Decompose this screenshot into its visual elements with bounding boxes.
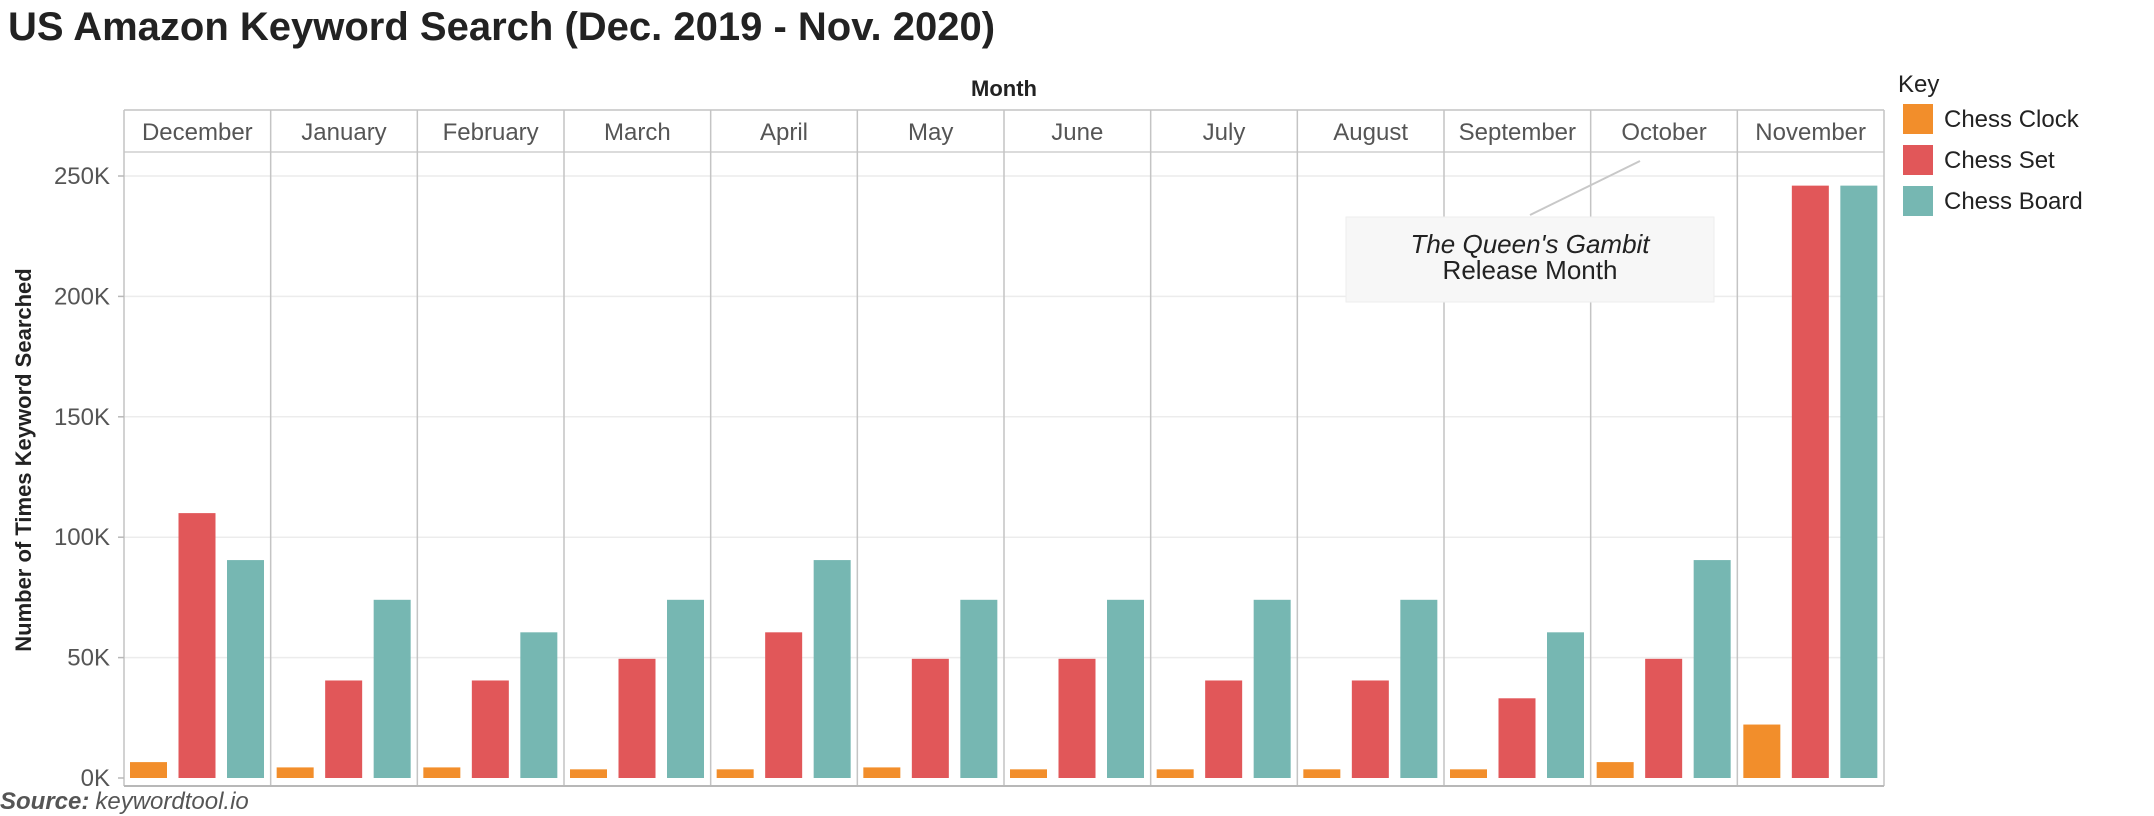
month-label: November bbox=[1755, 119, 1866, 146]
legend-swatch bbox=[1903, 145, 1933, 175]
month-header-band: December January February March April May June… bbox=[124, 119, 1884, 153]
legend-swatch bbox=[1903, 104, 1933, 134]
month-label: May bbox=[908, 119, 953, 146]
bar-chess-clock bbox=[130, 762, 167, 778]
month-label: June bbox=[1051, 119, 1103, 146]
bar-chess-set bbox=[765, 632, 803, 778]
month-label: April bbox=[760, 119, 808, 146]
y-axis-label: Number of Times Keyword Searched bbox=[11, 268, 36, 652]
bar-chess-set bbox=[1058, 658, 1096, 778]
month-group bbox=[1010, 599, 1144, 778]
month-group bbox=[716, 560, 851, 778]
column-header: Month bbox=[971, 76, 1037, 101]
bar-chess-clock bbox=[1010, 769, 1047, 778]
y-tick-label: 250K bbox=[54, 163, 110, 190]
annotation-line2: Release Month bbox=[1443, 255, 1618, 285]
month-group bbox=[423, 632, 558, 778]
bar-chess-board bbox=[1840, 185, 1878, 778]
y-tick-label: 100K bbox=[54, 524, 110, 551]
month-group bbox=[1450, 632, 1584, 778]
bar-chess-board bbox=[667, 599, 704, 778]
bar-chess-board bbox=[520, 632, 558, 778]
bar-chess-clock bbox=[1596, 762, 1634, 778]
legend-label: Chess Clock bbox=[1944, 106, 2080, 133]
y-tick-label: 50K bbox=[67, 645, 110, 672]
legend-title: Key bbox=[1898, 71, 1939, 98]
bars bbox=[130, 185, 1878, 778]
annotation-line1: The Queen's Gambit bbox=[1410, 229, 1651, 259]
annotation: The Queen's Gambit Release Month bbox=[1345, 160, 1715, 303]
bar-chess-board bbox=[813, 560, 851, 778]
month-label: July bbox=[1203, 119, 1246, 146]
month-group bbox=[1596, 560, 1731, 778]
bar-chess-board bbox=[227, 560, 264, 778]
legend: Key Chess Clock Chess Set Chess Board bbox=[1898, 71, 2083, 216]
bar-chess-set bbox=[1351, 680, 1389, 778]
month-group bbox=[1156, 599, 1291, 778]
month-label: January bbox=[301, 119, 386, 146]
bar-chess-clock bbox=[1303, 769, 1341, 778]
month-label: September bbox=[1459, 119, 1576, 146]
source-text: keywordtool.io bbox=[95, 788, 248, 815]
bar-chess-set bbox=[178, 513, 216, 778]
annotation-box bbox=[1345, 216, 1715, 303]
bar-chess-clock bbox=[1450, 769, 1487, 778]
source-label: Source: bbox=[0, 788, 89, 815]
annotation-line bbox=[1529, 160, 1641, 216]
bar-chess-board bbox=[1400, 599, 1438, 778]
month-group bbox=[1303, 599, 1438, 778]
source-note: Source: keywordtool.io bbox=[0, 788, 249, 815]
legend-item: Chess Set bbox=[1903, 145, 2055, 175]
legend-item: Chess Clock bbox=[1903, 104, 2080, 134]
month-label: October bbox=[1621, 119, 1706, 146]
bar-chess-clock bbox=[1743, 724, 1781, 778]
y-tick-label: 150K bbox=[54, 404, 110, 431]
month-group bbox=[1743, 185, 1878, 778]
month-label: August bbox=[1333, 119, 1408, 146]
month-group bbox=[570, 599, 704, 778]
bar-chess-set bbox=[1205, 680, 1243, 778]
bar-chess-clock bbox=[716, 769, 754, 778]
bar-chess-clock bbox=[570, 769, 607, 778]
bar-chess-board bbox=[960, 599, 998, 778]
y-tick-label: 200K bbox=[54, 283, 110, 310]
bar-chess-board bbox=[1107, 599, 1144, 778]
bar-chess-clock bbox=[1156, 769, 1194, 778]
bar-chess-clock bbox=[423, 767, 461, 778]
bar-chess-clock bbox=[276, 767, 314, 778]
bar-chess-board bbox=[1547, 632, 1584, 778]
chart-title: US Amazon Keyword Search (Dec. 2019 - No… bbox=[8, 5, 995, 49]
month-label: February bbox=[443, 119, 539, 146]
month-label: December bbox=[142, 119, 253, 146]
svg-text:Source:keywordtool.io: Source: keywordtool.io bbox=[0, 788, 249, 815]
bar-chess-set bbox=[1498, 698, 1536, 778]
legend-label: Chess Set bbox=[1944, 147, 2055, 174]
y-tick-label: 0K bbox=[81, 765, 110, 792]
month-group bbox=[130, 513, 264, 778]
bar-chess-clock bbox=[863, 767, 901, 778]
bar-chess-board bbox=[1253, 599, 1291, 778]
legend-swatch bbox=[1903, 186, 1933, 216]
bar-chess-board bbox=[1693, 560, 1731, 778]
month-group bbox=[863, 599, 998, 778]
bar-chess-board bbox=[373, 599, 411, 778]
legend-item: Chess Board bbox=[1903, 186, 2083, 216]
legend-label: Chess Board bbox=[1944, 188, 2083, 215]
bar-chess-set bbox=[911, 658, 949, 778]
bar-chess-set bbox=[471, 680, 509, 778]
bar-chess-set bbox=[325, 680, 363, 778]
month-group bbox=[276, 599, 411, 778]
bar-chess-set bbox=[1791, 185, 1829, 778]
bar-chess-set bbox=[1645, 658, 1683, 778]
bar-chess-set bbox=[618, 658, 656, 778]
y-axis: 0K 50K 100K 150K 200K 250K bbox=[54, 163, 124, 792]
month-label: March bbox=[604, 119, 671, 146]
